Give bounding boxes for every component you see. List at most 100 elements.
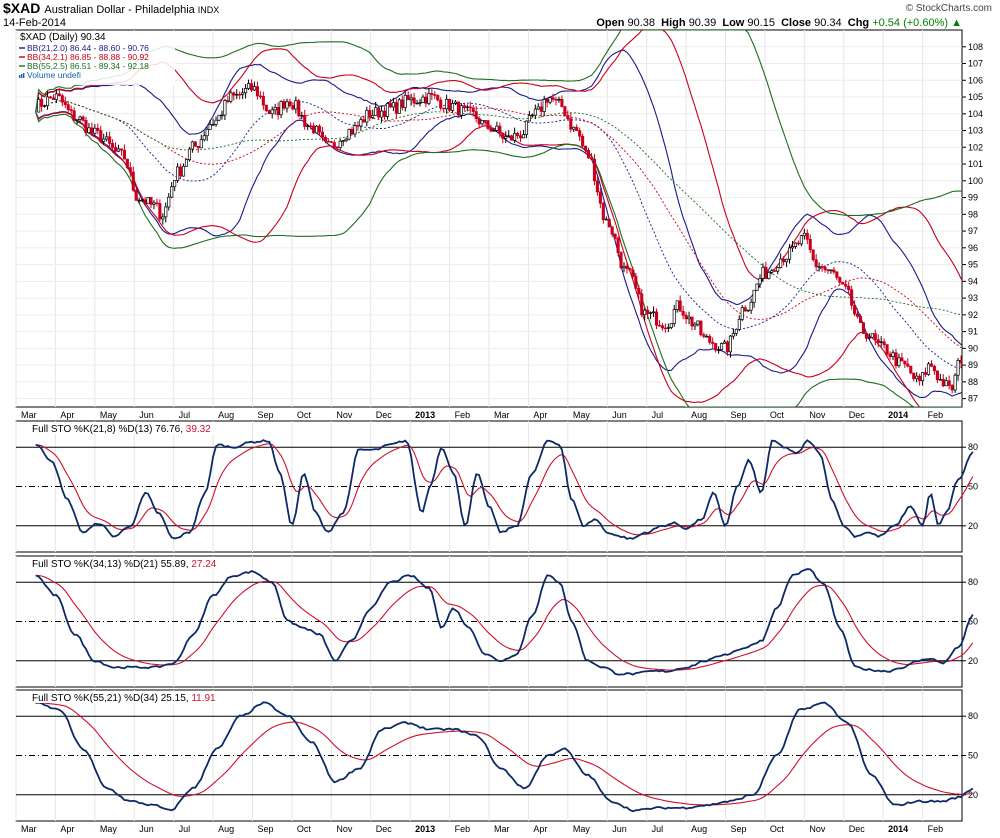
legend-backdrop xyxy=(17,31,175,85)
candle-body xyxy=(793,242,798,247)
candle-body xyxy=(450,103,455,111)
legend-entry: BB(21,2.0) 86.44 - 88.60 - 90.76 xyxy=(27,43,149,53)
candle-body xyxy=(241,92,245,95)
price-y-tick-label: 87 xyxy=(968,394,978,404)
candle-body xyxy=(184,159,189,167)
candle-body xyxy=(462,105,466,108)
candle-body xyxy=(365,110,369,123)
candle-body xyxy=(125,158,129,168)
legend-entry: BB(34,2.1) 86.85 - 88.88 - 90.92 xyxy=(27,52,149,62)
candle-body xyxy=(935,370,939,381)
candle-body xyxy=(888,353,892,357)
candle-body xyxy=(81,116,85,121)
x-tick-label: Apr xyxy=(533,410,547,420)
candle-body xyxy=(926,363,931,375)
candle-body xyxy=(167,196,171,208)
candle-body xyxy=(273,107,277,111)
candle-body xyxy=(400,99,404,108)
candle-body xyxy=(879,341,883,343)
price-y-tick-label: 102 xyxy=(968,142,983,152)
candle-body xyxy=(557,98,561,101)
legend-entry: BB(55,2.5) 86.51 - 89.34 - 92.18 xyxy=(27,61,149,71)
sto-title-backdrop xyxy=(17,691,249,703)
candle-body xyxy=(90,127,94,134)
candle-body xyxy=(808,238,812,251)
sto-k-line-1 xyxy=(35,439,974,540)
close-label: Close xyxy=(781,17,812,29)
x-tick-label: Apr xyxy=(60,410,74,420)
sto-title-backdrop xyxy=(17,422,249,434)
candle-body xyxy=(276,107,280,116)
candle-body xyxy=(929,363,934,367)
chart-symbol: $XAD Australian Dollar - Philadelphia INDX xyxy=(3,0,219,16)
candle-body xyxy=(722,341,727,344)
candle-body xyxy=(734,328,738,334)
candle-body xyxy=(858,316,863,324)
candle-body xyxy=(761,266,765,279)
candle-body xyxy=(208,124,212,130)
instrument-name: Australian Dollar - Philadelphia xyxy=(44,4,195,16)
x-tick-label: Jun xyxy=(139,824,154,834)
candle-body xyxy=(696,320,700,325)
candle-body xyxy=(654,311,659,326)
x-tick-label: 2014 xyxy=(888,410,908,420)
candle-body xyxy=(944,380,948,387)
candle-body xyxy=(572,126,576,130)
price-y-tick-label: 106 xyxy=(968,75,983,85)
candle-body xyxy=(252,86,257,91)
candle-body xyxy=(326,140,330,143)
candle-body xyxy=(610,226,614,235)
candle-body xyxy=(433,94,437,96)
candle-body xyxy=(959,360,962,363)
candle-body xyxy=(941,379,945,387)
candle-body xyxy=(663,327,667,330)
candle-body xyxy=(516,133,520,137)
price-y-tick-label: 104 xyxy=(968,109,983,119)
candle-body xyxy=(229,92,233,102)
chart-date: 14-Feb-2014 xyxy=(3,17,66,29)
candle-body xyxy=(864,333,868,339)
candle-body xyxy=(181,165,186,177)
x-tick-label: Mar xyxy=(494,410,510,420)
quote-bar: Open 90.38 High 90.39 Low 90.15 Close 90… xyxy=(596,17,962,29)
candle-body xyxy=(37,98,41,113)
x-tick-label: May xyxy=(573,824,591,834)
candle-body xyxy=(882,341,886,345)
candle-body xyxy=(294,100,298,110)
x-tick-label: May xyxy=(100,410,118,420)
x-tick-label: Jun xyxy=(612,824,627,834)
candle-body xyxy=(291,105,295,110)
candle-body xyxy=(737,319,741,330)
bb21-upper-band xyxy=(35,49,962,346)
candle-body xyxy=(51,97,55,100)
candle-body xyxy=(720,343,724,350)
price-y-tick-label: 105 xyxy=(968,92,983,102)
candle-body xyxy=(214,119,218,125)
candle-body xyxy=(238,94,242,96)
candle-body xyxy=(303,114,307,127)
candle-body xyxy=(805,232,809,240)
candle-body xyxy=(838,277,842,283)
candle-body xyxy=(93,127,97,134)
sto-panel-title: Full STO %K(55,21) %D(34) 25.15, 11.91 xyxy=(32,693,216,704)
x-tick-label: May xyxy=(100,824,118,834)
candle-body xyxy=(377,107,381,118)
candle-body xyxy=(477,118,481,125)
candle-body xyxy=(542,99,546,112)
candle-body xyxy=(164,206,168,218)
candle-body xyxy=(63,101,67,105)
credit-label[interactable]: © StockCharts.com xyxy=(905,3,992,14)
candle-body xyxy=(468,106,472,109)
candle-body xyxy=(681,310,685,316)
x-tick-label: Aug xyxy=(691,410,707,420)
candle-body xyxy=(380,110,384,118)
candle-body xyxy=(309,125,313,127)
candle-body xyxy=(533,108,537,116)
candle-body xyxy=(258,95,262,98)
candle-body xyxy=(267,110,271,115)
candle-body xyxy=(563,106,567,116)
candle-body xyxy=(288,101,292,106)
candle-body xyxy=(802,232,806,237)
x-tick-label: Aug xyxy=(691,824,707,834)
candle-body xyxy=(332,142,336,148)
